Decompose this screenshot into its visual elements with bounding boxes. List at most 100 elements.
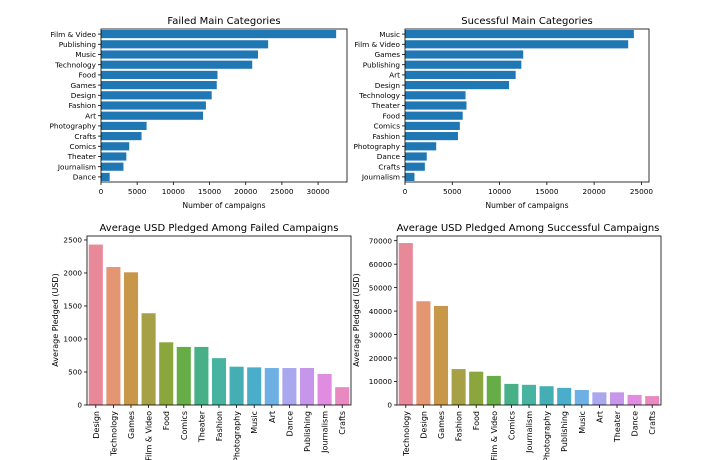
x-tick-label: Publishing bbox=[560, 411, 569, 452]
x-tick-label: 5000 bbox=[443, 187, 462, 196]
x-tick-label: Art bbox=[268, 411, 277, 423]
y-tick-label: 0 bbox=[387, 401, 392, 410]
bar-photography bbox=[101, 121, 147, 130]
x-tick-label: Dance bbox=[631, 411, 640, 437]
bar-publishing bbox=[557, 387, 572, 405]
x-tick-label: 20000 bbox=[583, 187, 607, 196]
bar-food bbox=[159, 342, 174, 405]
bar-games bbox=[433, 305, 449, 405]
y-tick-label: Art bbox=[85, 111, 96, 120]
bars-group bbox=[88, 244, 350, 405]
x-tick-label: Games bbox=[127, 411, 136, 439]
bar-dance bbox=[101, 172, 110, 181]
bar-photography bbox=[405, 142, 437, 151]
bar-music bbox=[247, 367, 262, 405]
bar-film-video bbox=[486, 375, 501, 405]
x-tick-label: 25000 bbox=[630, 187, 654, 196]
y-tick-label: Fashion bbox=[372, 132, 400, 141]
bar-technology bbox=[405, 91, 466, 100]
bar-comics bbox=[176, 346, 191, 405]
bar-film-video bbox=[141, 313, 156, 405]
bar-technology bbox=[106, 267, 121, 405]
x-tick-label: Technology bbox=[109, 411, 118, 457]
bar-fashion bbox=[211, 358, 227, 405]
x-tick-label: 15000 bbox=[198, 187, 222, 196]
bar-journalism bbox=[317, 373, 332, 405]
y-tick-label: Photography bbox=[50, 122, 97, 131]
x-tick-label: Journalism bbox=[321, 411, 330, 454]
bar-photography bbox=[229, 366, 244, 405]
x-tick-label: 10000 bbox=[488, 187, 512, 196]
plot-frame bbox=[86, 235, 352, 406]
bar-art bbox=[405, 70, 516, 79]
bar-music bbox=[101, 50, 259, 59]
bars-group bbox=[405, 30, 634, 181]
bar-games bbox=[123, 272, 139, 405]
y-tick-label: 1500 bbox=[63, 302, 82, 311]
plot-frame bbox=[396, 235, 662, 406]
y-tick-label: Technology bbox=[54, 60, 97, 69]
bar-dance bbox=[405, 152, 427, 161]
y-tick-label: 70000 bbox=[369, 236, 393, 245]
ticks-group: Design Technology Games Film & Video Food Com… bbox=[63, 236, 347, 460]
plot-frame bbox=[100, 28, 348, 183]
chart-title: Average USD Pledged Among Successful Cam… bbox=[397, 223, 660, 234]
y-tick-label: Food bbox=[383, 111, 401, 120]
x-tick-label: Photography bbox=[543, 411, 552, 460]
chart-avg-pledged-successful: Average USD Pledged Among Successful Cam… bbox=[352, 223, 662, 460]
chart-title: Average USD Pledged Among Failed Campaig… bbox=[100, 223, 339, 234]
x-tick-label: Games bbox=[437, 411, 446, 439]
y-tick-label: Film & Video bbox=[50, 30, 96, 39]
y-tick-label: Food bbox=[79, 71, 97, 80]
y-tick-label: Crafts bbox=[378, 162, 400, 171]
bar-games bbox=[101, 81, 217, 90]
x-tick-label: Film & Video bbox=[145, 411, 154, 460]
y-tick-label: Comics bbox=[373, 122, 400, 131]
bar-publishing bbox=[405, 60, 522, 69]
x-tick-label: 30000 bbox=[306, 187, 330, 196]
bar-crafts bbox=[335, 387, 350, 405]
bar-crafts bbox=[405, 162, 425, 171]
y-tick-label: Theater bbox=[67, 152, 96, 161]
y-axis-label: Average Pledged (USD) bbox=[51, 273, 60, 366]
bar-dance bbox=[282, 368, 297, 405]
ticks-group: Technology Design Games Fashion Food Film & V… bbox=[369, 236, 657, 460]
bar-music bbox=[574, 389, 589, 405]
bar-food bbox=[405, 111, 463, 120]
y-tick-label: 40000 bbox=[369, 307, 393, 316]
y-tick-label: 20000 bbox=[369, 354, 393, 363]
y-tick-label: Games bbox=[70, 81, 96, 90]
y-tick-label: Art bbox=[389, 71, 400, 80]
y-tick-label: 500 bbox=[68, 368, 82, 377]
x-tick-label: Crafts bbox=[338, 411, 347, 435]
bar-fashion bbox=[405, 132, 458, 141]
bar-publishing bbox=[299, 368, 315, 405]
y-tick-label: 30000 bbox=[369, 330, 393, 339]
x-tick-label: Photography bbox=[233, 411, 242, 460]
bar-art bbox=[101, 111, 204, 120]
y-tick-label: Design bbox=[375, 81, 400, 90]
x-tick-label: Design bbox=[92, 411, 101, 439]
x-tick-label: Technology bbox=[402, 411, 411, 457]
bar-crafts bbox=[645, 396, 660, 405]
x-tick-label: 25000 bbox=[270, 187, 294, 196]
x-tick-label: Theater bbox=[613, 410, 622, 443]
x-axis-label: Number of campaigns bbox=[485, 201, 568, 210]
bar-food bbox=[469, 371, 484, 405]
bar-technology bbox=[101, 60, 253, 69]
plot-frame bbox=[404, 28, 650, 183]
y-tick-label: 2000 bbox=[63, 269, 82, 278]
bar-theater bbox=[101, 152, 127, 161]
y-tick-label: Fashion bbox=[68, 101, 96, 110]
y-tick-label: Music bbox=[379, 30, 400, 39]
bar-fashion bbox=[101, 101, 206, 110]
y-tick-label: Music bbox=[75, 50, 96, 59]
bars-group bbox=[398, 243, 660, 406]
x-tick-label: Film & Video bbox=[490, 411, 499, 460]
y-tick-label: Journalism bbox=[361, 173, 400, 182]
y-tick-label: 1000 bbox=[63, 335, 82, 344]
bar-photography bbox=[539, 386, 554, 405]
